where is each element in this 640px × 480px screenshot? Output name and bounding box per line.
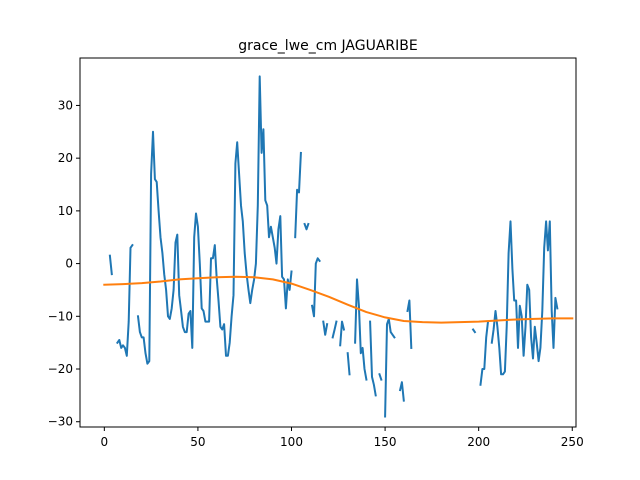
series-0-line-segment bbox=[108, 254, 113, 276]
x-tick-label: 150 bbox=[374, 435, 397, 449]
series-0-line-segment bbox=[339, 320, 346, 347]
plot-lines bbox=[103, 75, 574, 418]
series-0-line-segment bbox=[490, 220, 559, 376]
series-0-line-segment bbox=[136, 75, 293, 365]
series-0-line-segment bbox=[354, 278, 368, 381]
series-0-line-segment bbox=[346, 352, 351, 376]
x-tick-label: 50 bbox=[190, 435, 205, 449]
y-tick-label: 20 bbox=[58, 151, 73, 165]
series-1-line-segment bbox=[103, 275, 574, 324]
chart-title: grace_lwe_cm JAGUARIBE bbox=[238, 38, 417, 54]
series-0-line-segment bbox=[310, 257, 321, 318]
series-0-line-segment bbox=[331, 320, 338, 339]
y-tick-label: 0 bbox=[65, 257, 73, 271]
series-0-line-segment bbox=[294, 151, 302, 239]
y-tick-label: −20 bbox=[48, 362, 73, 376]
x-tick-label: 0 bbox=[101, 435, 109, 449]
series-0-line-segment bbox=[384, 317, 396, 418]
x-axis: 0 50 100 150 200 250 bbox=[101, 427, 584, 449]
series-0-line-segment bbox=[406, 299, 413, 349]
series-0-line-segment bbox=[398, 381, 405, 402]
x-tick-label: 200 bbox=[467, 435, 490, 449]
series-0-line-segment bbox=[479, 320, 490, 386]
y-tick-label: −30 bbox=[48, 415, 73, 429]
series-0-line-segment bbox=[116, 243, 134, 357]
x-tick-label: 100 bbox=[280, 435, 303, 449]
series-0-line-segment bbox=[303, 222, 310, 231]
x-tick-label: 250 bbox=[561, 435, 584, 449]
plot-frame bbox=[79, 57, 577, 428]
series-0-line-segment bbox=[322, 320, 329, 336]
y-tick-label: 10 bbox=[58, 204, 73, 218]
series-0-line-segment bbox=[471, 328, 477, 334]
y-tick-label: 30 bbox=[58, 98, 73, 112]
y-tick-label: −10 bbox=[48, 309, 73, 323]
series-0-line-segment bbox=[369, 320, 377, 397]
series-0-line-segment bbox=[378, 373, 383, 381]
y-axis: −30 −20 −10 0 10 20 30 bbox=[48, 98, 80, 429]
